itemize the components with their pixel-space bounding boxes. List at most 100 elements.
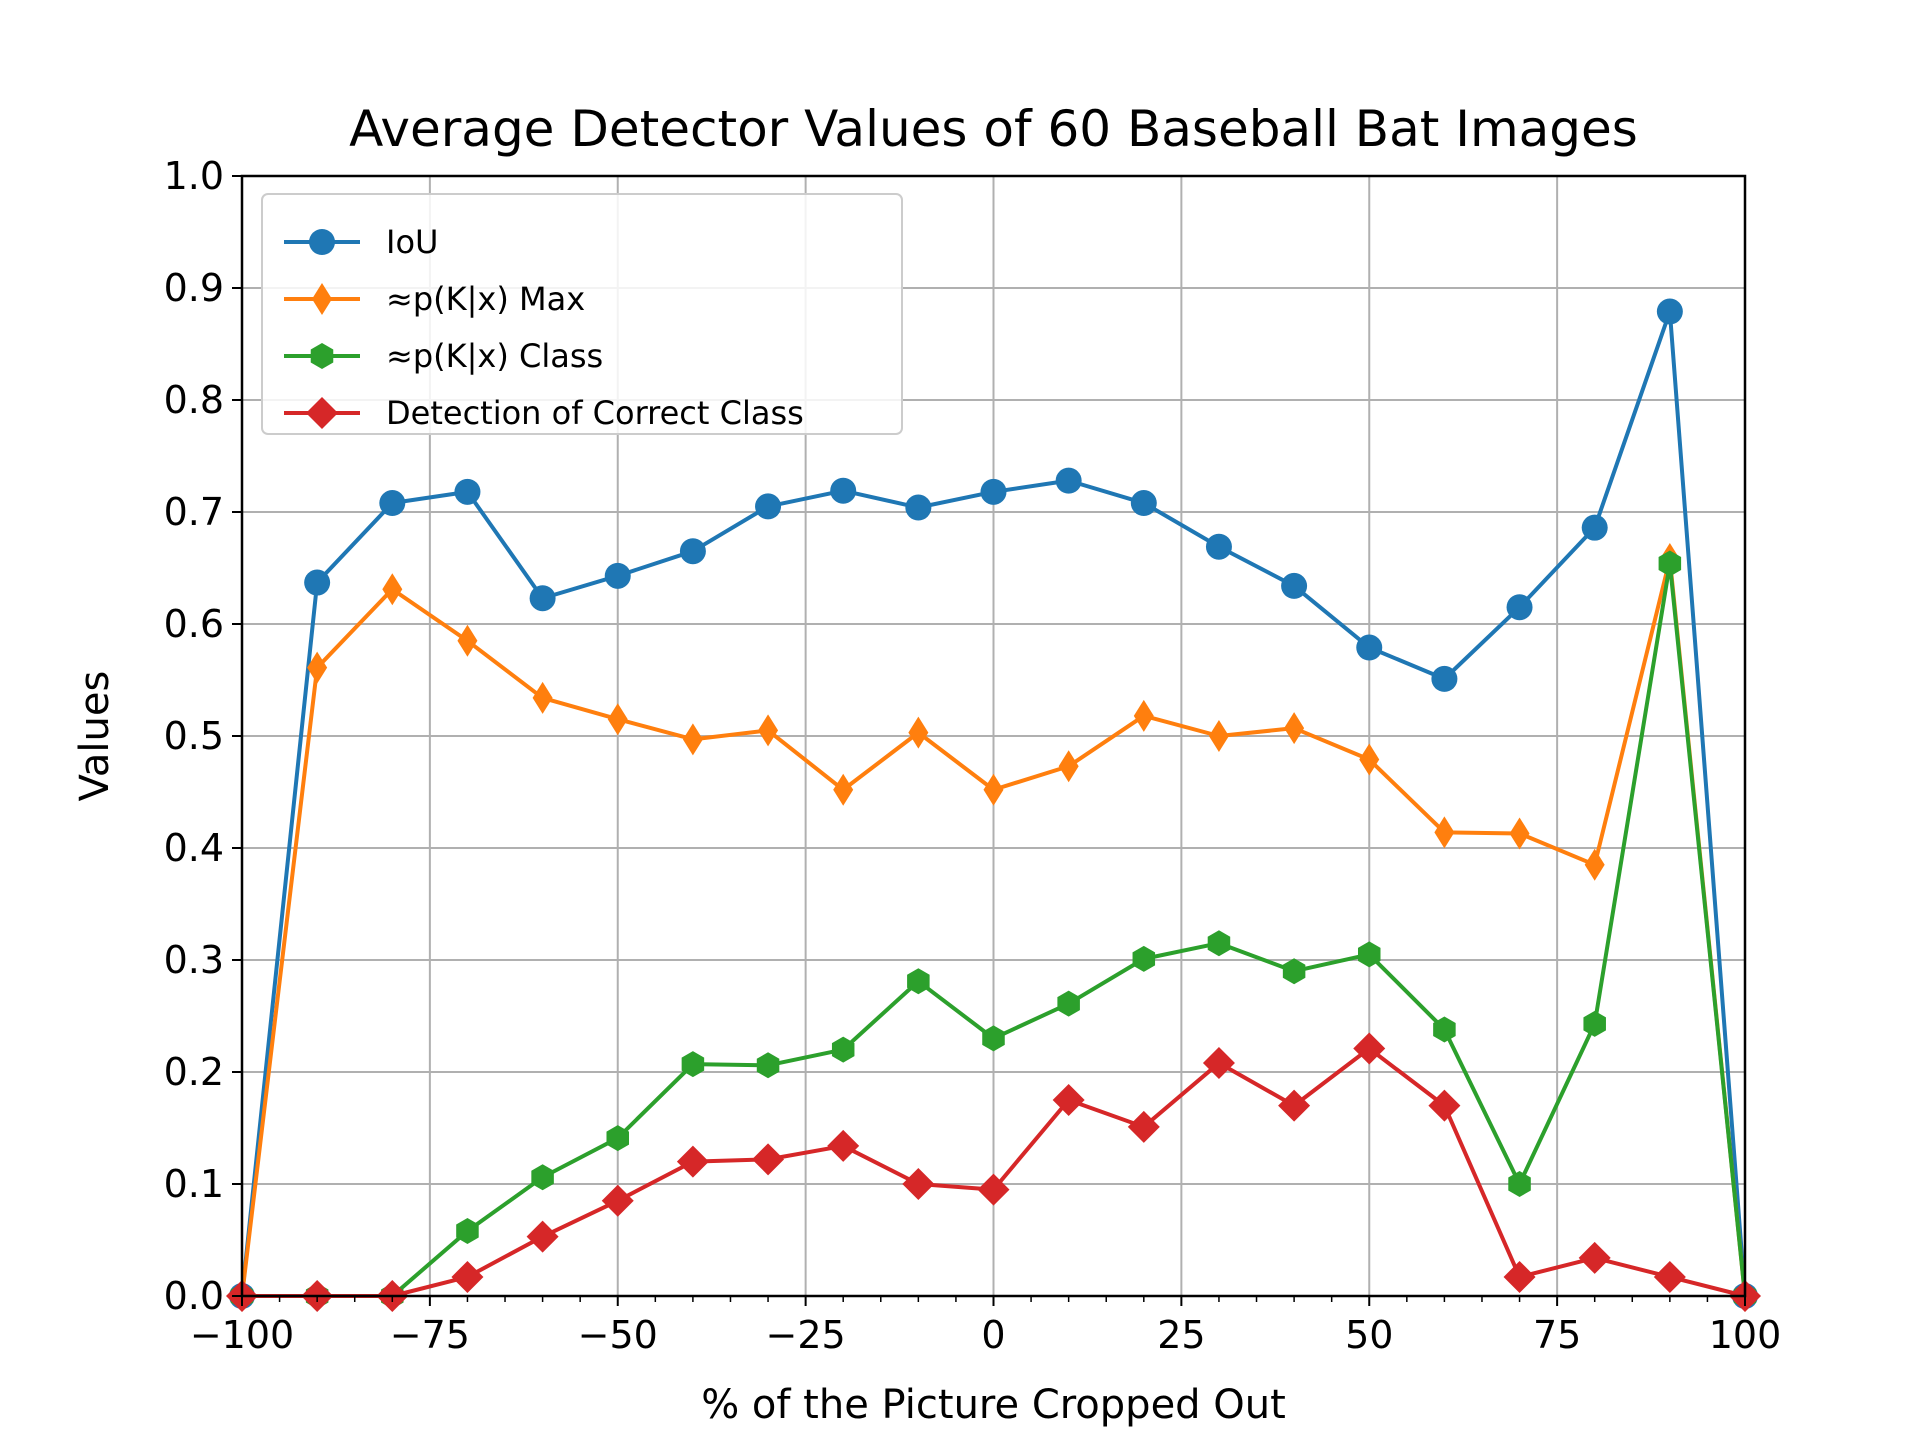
data-point: [457, 624, 478, 657]
data-point: [977, 1173, 1010, 1206]
data-point: [905, 494, 932, 521]
data-point: [456, 1218, 479, 1245]
data-point: [983, 773, 1004, 806]
x-tick-label: −50: [578, 1313, 658, 1357]
legend-label: ≈p(K|x) Class: [386, 337, 603, 375]
y-axis-label: Values: [72, 671, 118, 802]
data-point: [755, 493, 782, 520]
data-point: [451, 1260, 484, 1293]
y-tick-label: 1.0: [164, 154, 224, 198]
data-point: [1584, 848, 1605, 881]
x-tick-label: 0: [981, 1313, 1005, 1357]
data-point: [1433, 1016, 1456, 1043]
legend-marker: [310, 343, 334, 369]
x-tick-label: 75: [1533, 1313, 1581, 1357]
data-point: [1581, 514, 1608, 541]
data-point: [382, 573, 403, 606]
y-tick-label: 0.3: [164, 938, 224, 982]
data-point: [1509, 817, 1530, 850]
data-point: [827, 1129, 860, 1162]
data-point: [756, 1052, 780, 1079]
data-point: [606, 1125, 630, 1152]
legend-marker: [306, 397, 338, 429]
legend-marker: [312, 283, 332, 315]
data-point: [526, 1220, 559, 1253]
data-point: [1278, 1089, 1311, 1122]
data-point: [1658, 550, 1682, 577]
data-point: [833, 773, 854, 806]
data-point: [1207, 930, 1231, 957]
data-point: [831, 1036, 855, 1063]
x-tick-label: −25: [766, 1313, 846, 1357]
chart-title: Average Detector Values of 60 Baseball B…: [349, 100, 1638, 158]
x-axis-label: % of the Picture Cropped Out: [701, 1382, 1286, 1428]
axis-ticks: −100 −75 −50 −25 0 25 50 75 100 0.0 0.1 0.2 0.3 0.4 0.…: [164, 154, 1782, 1357]
data-point: [758, 714, 779, 747]
y-tick-label: 0.1: [164, 1162, 224, 1206]
data-point: [529, 585, 556, 612]
legend-box: [261, 193, 903, 435]
x-tick-label: −100: [190, 1313, 294, 1357]
data-point: [1434, 816, 1455, 849]
data-point: [1428, 1089, 1461, 1122]
data-point: [304, 569, 331, 596]
data-point: [980, 478, 1007, 505]
data-point: [1282, 958, 1306, 985]
series-3: [226, 1032, 1761, 1312]
y-tick-label: 0.6: [164, 602, 224, 646]
x-tick-label: −75: [390, 1313, 470, 1357]
legend-label: Detection of Correct Class: [386, 394, 804, 432]
data-point: [681, 1051, 705, 1078]
data-point: [1052, 1084, 1085, 1116]
data-point: [604, 562, 631, 589]
data-point: [1503, 1260, 1536, 1293]
y-tick-label: 0.2: [164, 1050, 224, 1094]
data-point: [1356, 634, 1383, 661]
data-point: [908, 716, 929, 749]
series-2: [230, 550, 1757, 1309]
series-layer: [226, 298, 1761, 1312]
data-point: [907, 968, 930, 995]
data-point: [1359, 743, 1380, 776]
data-point: [1508, 1171, 1531, 1197]
data-point: [1132, 945, 1156, 972]
data-point: [1205, 533, 1232, 560]
data-point: [1208, 720, 1229, 752]
data-point: [1506, 594, 1533, 621]
data-point: [1284, 712, 1305, 745]
legend-marker: [309, 229, 335, 255]
data-point: [607, 703, 628, 736]
data-point: [1202, 1047, 1235, 1080]
y-tick-label: 0.0: [164, 1274, 224, 1318]
legend-label: ≈p(K|x) Max: [386, 280, 585, 318]
x-tick-label: 100: [1709, 1313, 1782, 1357]
data-point: [1133, 699, 1154, 732]
y-tick-label: 0.9: [164, 266, 224, 310]
data-point: [379, 490, 406, 517]
data-point: [454, 478, 481, 505]
data-point: [1583, 1010, 1606, 1037]
data-point: [531, 1164, 554, 1191]
legend: IoU ≈p(K|x) Max ≈p(K|x) Class Detection of …: [261, 193, 903, 435]
data-point: [1353, 1032, 1386, 1065]
data-point: [682, 723, 703, 756]
data-point: [830, 477, 857, 504]
data-point: [982, 1025, 1005, 1052]
y-tick-label: 0.8: [164, 378, 224, 422]
legend-label: IoU: [386, 223, 438, 261]
data-point: [532, 681, 553, 714]
data-point: [1127, 1110, 1160, 1143]
data-point: [601, 1184, 634, 1217]
y-tick-label: 0.7: [164, 490, 224, 534]
x-tick-label: 50: [1345, 1313, 1393, 1357]
data-point: [1130, 490, 1157, 517]
data-point: [1057, 990, 1080, 1017]
data-point: [1281, 572, 1308, 599]
x-tick-label: 25: [1157, 1313, 1205, 1357]
data-point: [307, 651, 328, 684]
y-tick-label: 0.4: [164, 826, 224, 870]
y-tick-label: 0.5: [164, 714, 224, 758]
data-point: [676, 1145, 709, 1178]
